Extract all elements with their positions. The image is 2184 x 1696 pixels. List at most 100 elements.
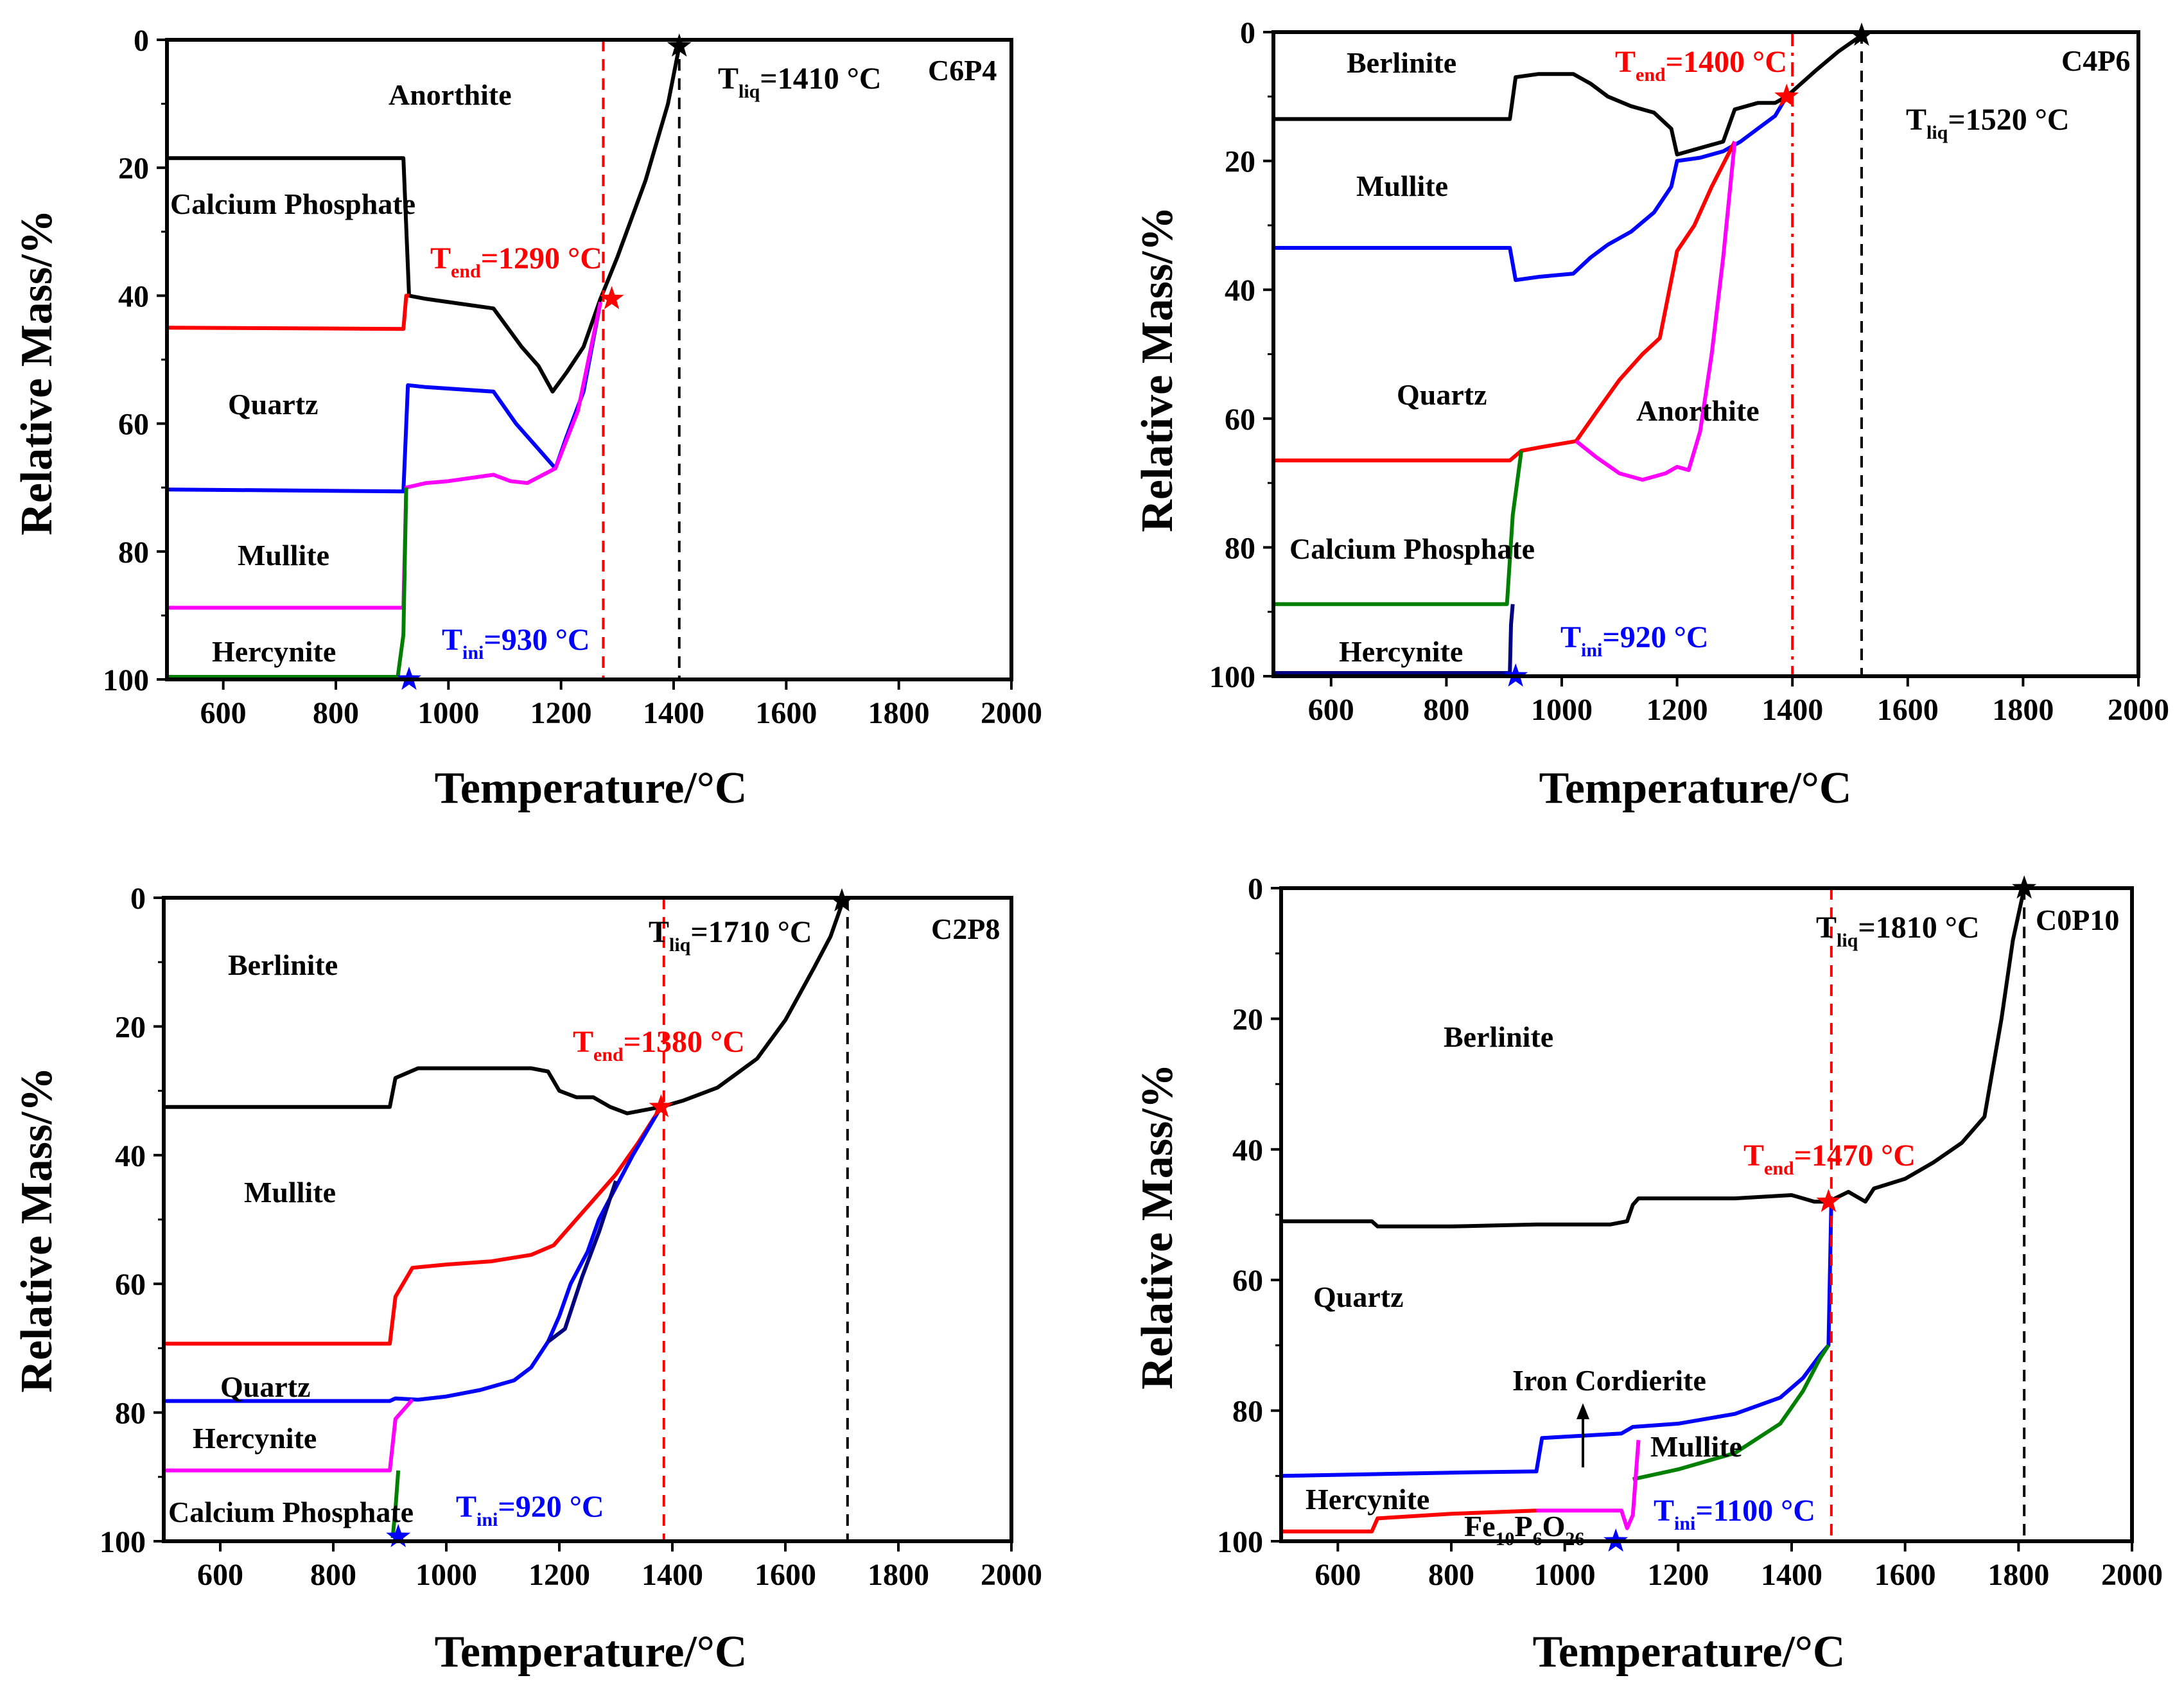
y-tick-label: 100 (1217, 1525, 1263, 1559)
phase-label-quartz: Quartz (1313, 1281, 1404, 1313)
t-ini-annotation: Tini=920 °C (456, 1490, 604, 1530)
phase-label-mullite: Mullite (238, 539, 329, 572)
t-ini-annotation: Tini=930 °C (442, 623, 590, 663)
x-tick-label: 1400 (1761, 1558, 1822, 1592)
x-tick-label: 800 (1428, 1558, 1474, 1592)
series-line-2 (166, 293, 409, 331)
t-liq-star-marker (1849, 22, 1874, 46)
panel-c6p4: 600 800 1000 1200 1400 1600 1800 2000 0 20 40 60 80 1… (12, 24, 1042, 813)
t-end-annotation: Tend=1400 °C (1615, 45, 1787, 85)
x-tick-label: 800 (1423, 693, 1469, 727)
y-tick-label: 40 (1232, 1133, 1263, 1167)
x-tick-label: 1000 (415, 1558, 477, 1592)
phase-label-iron-cordierite: Iron Cordierite (1512, 1364, 1706, 1397)
y-tick-label: 60 (115, 1268, 146, 1302)
t-end-annotation: Tend=1290 °C (430, 241, 602, 282)
phase-label-berlinite: Berlinite (1444, 1020, 1553, 1053)
x-tick-label: 1200 (529, 1558, 590, 1592)
y-tick-label: 0 (134, 24, 149, 58)
phase-label-calcium-phosphate: Calcium Phosphate (168, 1496, 414, 1528)
phase-label-anorthite: Anorthite (1636, 394, 1760, 427)
y-tick-label: 80 (1232, 1395, 1263, 1429)
sample-label: C4P6 (2061, 44, 2130, 77)
phase-label-quartz: Quartz (220, 1370, 311, 1403)
x-tick-label: 1400 (1761, 693, 1823, 727)
x-axis-title: Temperature/°C (435, 1627, 747, 1677)
x-tick-label: 1800 (868, 1558, 929, 1592)
t-liq-annotation: Tliq=1710 °C (649, 915, 812, 956)
y-tick-label: 0 (1248, 872, 1263, 906)
x-tick-label: 1200 (530, 696, 592, 730)
phase-label-berlinite: Berlinite (228, 949, 338, 981)
t-ini-star-marker (386, 1524, 411, 1548)
series-line-5 (1273, 450, 1524, 606)
series-line-6 (1273, 604, 1515, 675)
y-tick-label: 60 (118, 408, 149, 442)
x-tick-label: 1600 (1874, 1558, 1936, 1592)
t-liq-star-marker (667, 33, 692, 57)
x-tick-label: 1600 (1877, 693, 1939, 727)
x-tick-label: 600 (197, 1558, 243, 1592)
phase-label-fe10p6o26: Fe10P6O26 (1464, 1510, 1584, 1550)
t-end-annotation: Tend=1380 °C (573, 1025, 745, 1065)
x-tick-label: 2000 (981, 1558, 1042, 1592)
series-line-2 (1273, 95, 1788, 283)
series-line-2 (1280, 1202, 1833, 1478)
y-tick-label: 20 (1232, 1002, 1263, 1036)
y-tick-label: 60 (1232, 1264, 1263, 1298)
x-tick-label: 1000 (417, 696, 479, 730)
phase-label-berlinite: Berlinite (1347, 46, 1456, 79)
phase-label-mullite: Mullite (244, 1176, 336, 1209)
sample-label: C6P4 (928, 54, 997, 87)
x-tick-label: 2000 (2108, 693, 2169, 727)
series-line-4 (546, 1180, 618, 1343)
phase-label-quartz: Quartz (228, 388, 319, 421)
series-line-3 (164, 1106, 663, 1403)
series-line-1 (1281, 887, 2027, 1228)
y-tick-label: 0 (130, 882, 146, 916)
phase-label-calcium-phosphate: Calcium Phosphate (170, 188, 415, 220)
panel-c0p10: 600 800 1000 1200 1400 1600 1800 2000 0 20 40 60 80 1… (1133, 872, 2163, 1677)
series-line-4 (1575, 141, 1737, 482)
x-tick-label: 1200 (1647, 693, 1708, 727)
t-end-star-marker (599, 286, 624, 310)
y-tick-label: 40 (115, 1139, 146, 1173)
t-end-star-marker (1816, 1189, 1841, 1212)
y-tick-label: 60 (1225, 403, 1255, 437)
x-axis-title: Temperature/°C (1539, 764, 1852, 813)
y-tick-label: 40 (1225, 274, 1255, 308)
y-axis-title: Relative Mass/% (1133, 1063, 1182, 1389)
t-ini-annotation: Tini=1100 °C (1654, 1494, 1815, 1534)
y-tick-label: 100 (103, 663, 149, 697)
y-tick-label: 100 (100, 1525, 146, 1559)
y-tick-label: 0 (1240, 16, 1255, 50)
y-tick-label: 80 (118, 536, 149, 570)
x-tick-label: 2000 (2101, 1558, 2163, 1592)
x-tick-label: 1600 (755, 1558, 816, 1592)
x-tick-label: 600 (1308, 693, 1354, 727)
panel-c2p8: 600 800 1000 1200 1400 1600 1800 2000 0 20 40 60 80 1… (12, 882, 1042, 1677)
y-axis-title: Relative Mass/% (12, 209, 62, 535)
series-line-6 (390, 1470, 401, 1539)
y-tick-label: 100 (1209, 660, 1255, 694)
y-axis-title: Relative Mass/% (12, 1067, 62, 1392)
x-tick-label: 1800 (1992, 693, 2054, 727)
panel-c4p6: 600 800 1000 1200 1400 1600 1800 2000 0 20 40 60 80 1… (1133, 16, 2169, 813)
t-liq-annotation: Tliq=1410 °C (718, 62, 882, 102)
series-line-5 (1281, 1508, 1537, 1534)
series-line-2 (164, 1106, 663, 1346)
y-tick-label: 20 (1225, 145, 1255, 179)
y-tick-label: 20 (115, 1010, 146, 1044)
sample-label: C0P10 (2036, 904, 2119, 936)
x-axis-title: Temperature/°C (435, 764, 747, 813)
series-line-3 (1632, 1344, 1830, 1482)
x-tick-label: 600 (200, 696, 247, 730)
phase-label-quartz: Quartz (1397, 378, 1487, 411)
series-line-5 (167, 487, 408, 679)
x-tick-label: 1000 (1531, 693, 1593, 727)
x-tick-label: 2000 (981, 696, 1042, 730)
x-tick-label: 1400 (642, 1558, 703, 1592)
t-liq-annotation: Tliq=1520 °C (1906, 103, 2070, 143)
x-tick-label: 1800 (1987, 1558, 2049, 1592)
